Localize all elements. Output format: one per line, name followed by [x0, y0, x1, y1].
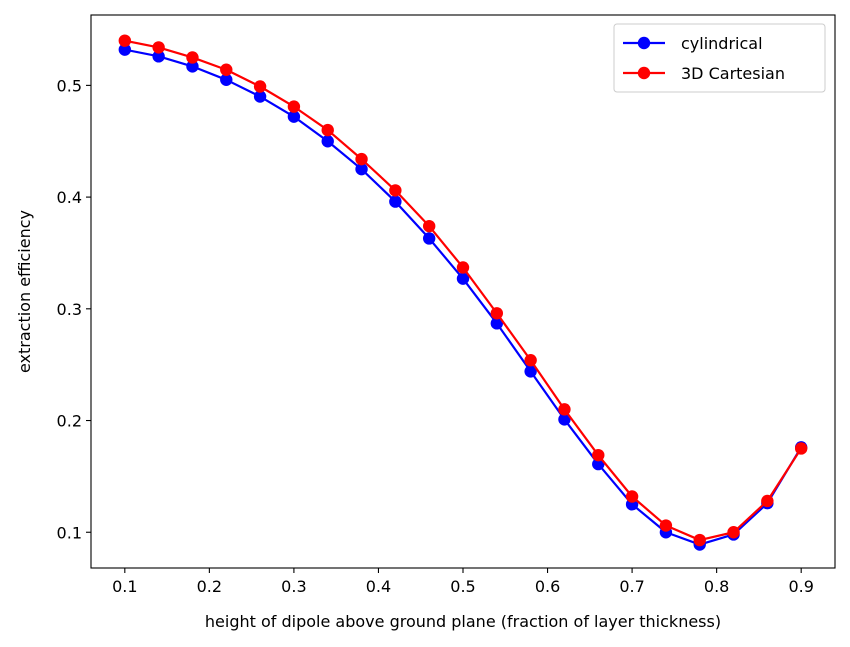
data-point-cylindrical: [524, 365, 537, 378]
x-tick-label: 0.5: [450, 577, 475, 596]
data-point-3d-cartesian: [422, 219, 436, 233]
data-point-3d-cartesian: [321, 123, 334, 137]
y-tick-label: 0.3: [57, 300, 82, 319]
data-point-cylindrical: [253, 90, 267, 103]
x-axis-label: height of dipole above ground plane (fra…: [205, 612, 721, 631]
y-tick-label: 0.1: [57, 523, 82, 542]
x-tick-label: 0.9: [788, 577, 813, 596]
data-point-3d-cartesian: [761, 494, 774, 508]
data-point-3d-cartesian: [220, 63, 233, 76]
data-point-cylindrical: [355, 162, 368, 176]
legend-marker-3d-cartesian: [637, 66, 651, 80]
data-point-cylindrical: [558, 413, 571, 426]
legend-box: [613, 23, 826, 93]
axes: 0.1 0.2 0.3 0.4 0.5 0.6 0.7 0.8 0.9 0.1 0.2 0.3 0.4 0…: [57, 14, 836, 596]
data-point-3d-cartesian: [727, 526, 740, 539]
x-tick-label: 0.7: [619, 577, 644, 596]
legend-marker-cylindrical: [637, 36, 651, 50]
x-tick-label: 0.8: [704, 577, 729, 596]
data-point-3d-cartesian: [355, 152, 368, 166]
y-axis-label: extraction efficiency: [15, 210, 34, 373]
y-tick-label: 0.5: [57, 76, 82, 95]
data-point-cylindrical: [389, 195, 402, 208]
legend-label-cylindrical: cylindrical: [681, 34, 763, 53]
data-point-3d-cartesian: [118, 34, 132, 47]
data-point-cylindrical: [152, 50, 165, 63]
data-point-cylindrical: [287, 110, 301, 123]
data-point-cylindrical: [186, 60, 199, 73]
data-point-3d-cartesian: [456, 261, 470, 274]
data-point-3d-cartesian: [693, 533, 706, 547]
x-tick-label: 0.3: [281, 577, 306, 596]
data-point-3d-cartesian: [659, 519, 673, 532]
data-point-cylindrical: [456, 272, 470, 285]
data-point-3d-cartesian: [490, 307, 504, 320]
data-point-3d-cartesian: [253, 80, 267, 93]
plot-area: [118, 34, 808, 551]
data-point-3d-cartesian: [152, 41, 165, 54]
data-point-cylindrical: [592, 457, 605, 471]
x-tick-label: 0.2: [197, 577, 222, 596]
data-point-3d-cartesian: [287, 100, 301, 113]
data-point-3d-cartesian: [558, 403, 571, 416]
data-point-cylindrical: [118, 43, 132, 56]
data-point-3d-cartesian: [625, 490, 639, 503]
data-point-3d-cartesian: [794, 442, 808, 455]
y-tick-label: 0.2: [57, 412, 82, 431]
data-point-3d-cartesian: [524, 354, 537, 367]
data-point-cylindrical: [422, 232, 436, 245]
data-point-cylindrical: [321, 135, 334, 148]
x-tick-label: 0.1: [112, 577, 137, 596]
x-tick-label: 0.4: [366, 577, 391, 596]
data-point-cylindrical: [220, 73, 233, 87]
data-point-3d-cartesian: [389, 184, 402, 197]
data-point-3d-cartesian: [592, 448, 605, 462]
x-tick-label: 0.6: [535, 577, 560, 596]
legend-label-3d-cartesian: 3D Cartesian: [681, 64, 785, 83]
legend: cylindrical 3D Cartesian: [613, 23, 826, 93]
data-point-3d-cartesian: [186, 51, 199, 64]
data-point-cylindrical: [490, 317, 504, 330]
y-tick-label: 0.4: [57, 188, 82, 207]
